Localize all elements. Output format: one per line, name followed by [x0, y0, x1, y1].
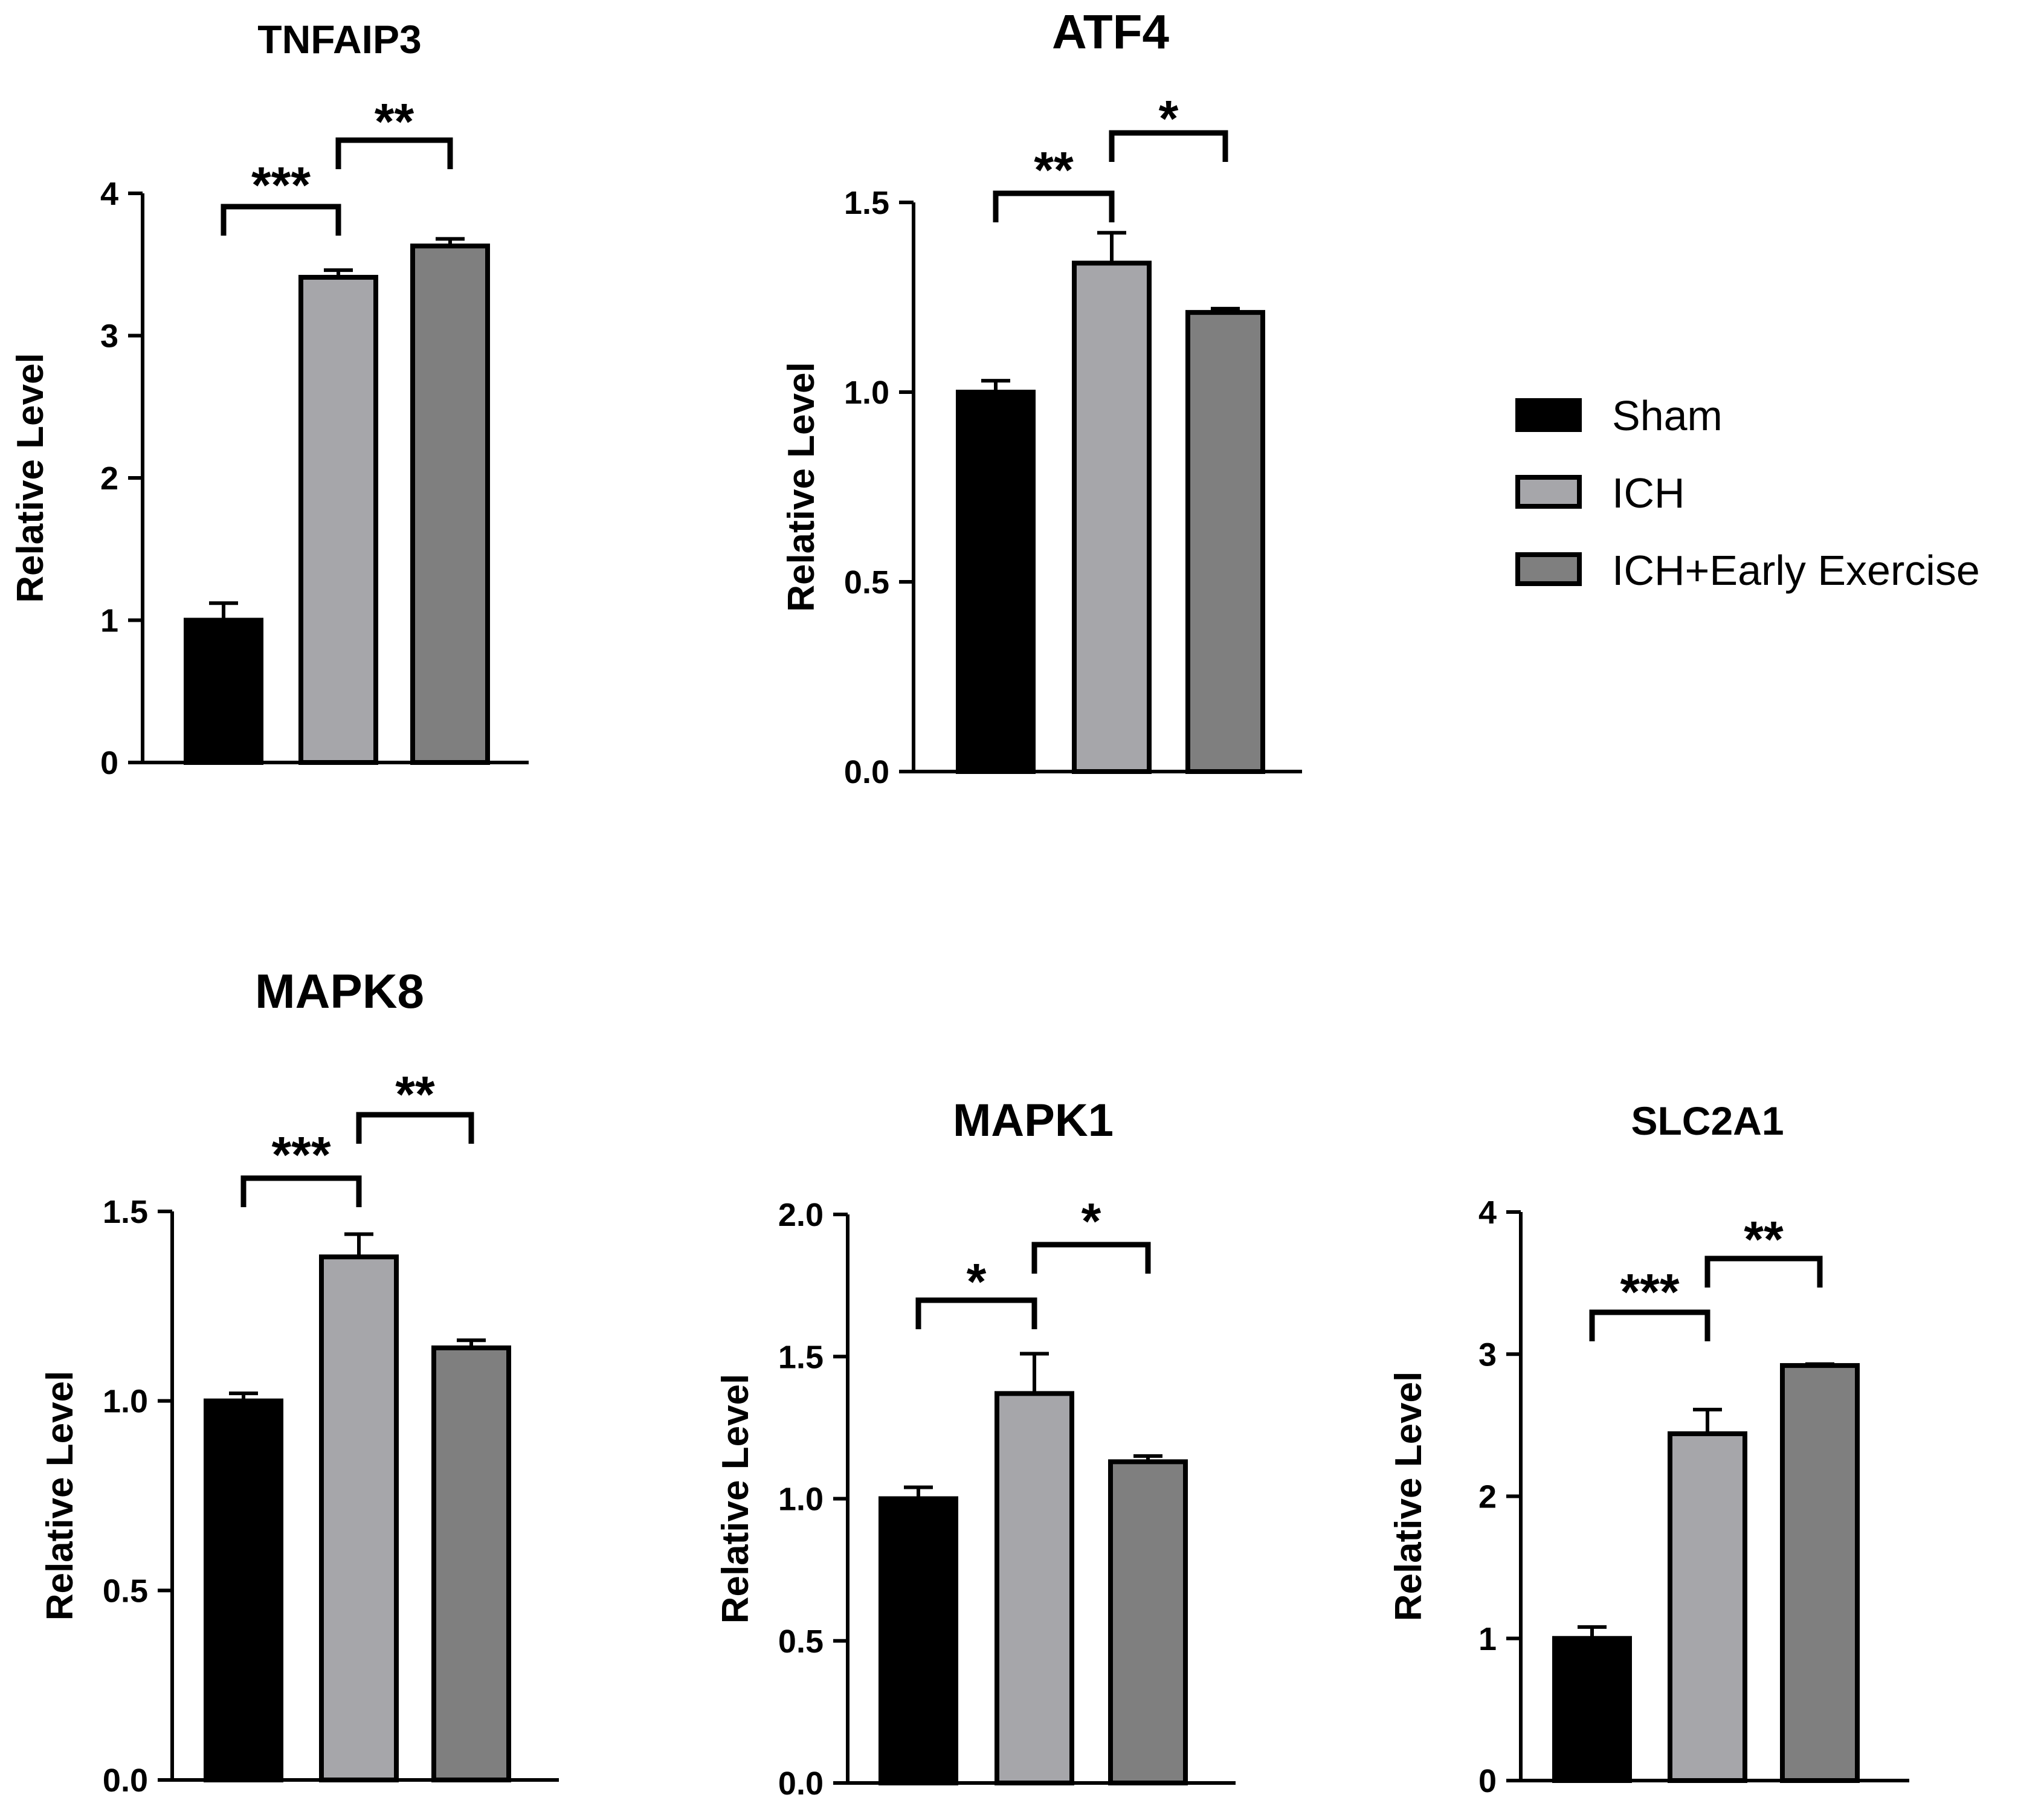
legend-item-ich: ICH: [1515, 469, 1685, 517]
significance-label-mapk1: *: [967, 1253, 987, 1310]
significance-label-atf4: **: [1034, 141, 1074, 198]
significance-bracket-slc2a1: [1589, 1309, 1710, 1341]
chart-title-mapk8: MAPK8: [255, 964, 424, 1018]
significance-label-mapk8: ***: [271, 1126, 330, 1183]
y-axis-label-slc2a1: Relative Level: [1388, 1372, 1430, 1622]
y-tick-label-slc2a1: 2: [1478, 1479, 1497, 1515]
significance-bracket-mapk1: [1031, 1242, 1151, 1274]
significance-label-mapk1: *: [1082, 1193, 1101, 1249]
y-tick-label-tnfaip3: 0: [100, 745, 118, 781]
significance-bracket-mapk8: [356, 1112, 474, 1144]
chart-title-atf4: ATF4: [1052, 5, 1170, 59]
y-tick-label-mapk1: 1.0: [778, 1481, 824, 1518]
y-tick-label-slc2a1: 0: [1478, 1763, 1497, 1799]
y-tick-label-mapk8: 0.0: [103, 1762, 148, 1799]
y-tick-label-slc2a1: 4: [1478, 1194, 1497, 1231]
bar-tnfaip3-ich: [298, 274, 378, 765]
legend-item-ich-early-exercise: ICH+Early Exercise: [1515, 547, 1980, 594]
y-axis-label-mapk8: Relative Level: [39, 1371, 81, 1621]
bar-mapk8-ich: [319, 1254, 399, 1782]
legend-swatch-ich-early-exercise: [1515, 552, 1582, 586]
y-tick-label-atf4: 1.0: [844, 375, 889, 411]
significance-bracket-mapk1: [915, 1297, 1037, 1329]
y-tick-label-mapk8: 1.0: [103, 1384, 148, 1420]
legend-label-sham: Sham: [1612, 392, 1723, 439]
y-tick-label-tnfaip3: 1: [100, 603, 118, 639]
significance-bracket-mapk8: [240, 1175, 362, 1207]
significance-label-tnfaip3: ***: [251, 156, 311, 213]
y-tick-label-mapk8: 0.5: [103, 1573, 148, 1609]
bar-tnfaip3-sham: [184, 617, 263, 765]
y-tick-label-tnfaip3: 2: [100, 460, 118, 497]
significance-bracket-tnfaip3: [335, 137, 453, 169]
significance-bracket-atf4: [1109, 130, 1228, 162]
significance-bracket-tnfaip3: [221, 204, 341, 236]
legend-swatch-ich: [1515, 475, 1582, 509]
y-tick-label-tnfaip3: 4: [100, 176, 118, 212]
y-tick-label-atf4: 1.5: [844, 185, 889, 221]
bar-atf4-ich: [1072, 260, 1152, 775]
significance-bracket-atf4: [993, 190, 1115, 222]
legend-label-ich-early-exercise: ICH+Early Exercise: [1612, 547, 1980, 594]
bar-slc2a1-sham: [1552, 1636, 1632, 1783]
y-tick-label-atf4: 0.5: [844, 564, 889, 601]
significance-label-slc2a1: **: [1744, 1211, 1784, 1268]
bar-slc2a1-ich: [1668, 1431, 1747, 1783]
chart-mapk1: MAPK1 Relative Level 0.0 0.5 1.0 1.5 2.0 * *: [715, 1095, 1236, 1802]
y-tick-label-mapk1: 2.0: [778, 1197, 824, 1233]
bar-atf4-ich-early-exercise: [1185, 310, 1265, 774]
y-axis-label-atf4: Relative Level: [781, 362, 822, 612]
significance-label-tnfaip3: **: [375, 93, 414, 150]
bar-mapk8-ich-early-exercise: [431, 1345, 511, 1783]
bar-mapk1-sham: [879, 1496, 958, 1785]
y-tick-label-slc2a1: 1: [1478, 1621, 1497, 1657]
significance-label-mapk8: **: [395, 1066, 435, 1123]
bar-tnfaip3-ich-early-exercise: [410, 243, 490, 765]
y-tick-label-mapk1: 0.5: [778, 1623, 824, 1660]
legend-swatch-sham: [1515, 398, 1582, 432]
y-axis-label-tnfaip3: Relative Level: [10, 353, 51, 603]
y-tick-label-mapk1: 0.0: [778, 1765, 824, 1802]
bar-slc2a1-ich-early-exercise: [1780, 1363, 1860, 1784]
legend-label-ich: ICH: [1612, 469, 1685, 517]
bar-mapk8-sham: [204, 1398, 283, 1783]
significance-bracket-slc2a1: [1704, 1256, 1823, 1288]
y-tick-label-tnfaip3: 3: [100, 318, 118, 355]
chart-title-slc2a1: SLC2A1: [1631, 1098, 1784, 1143]
legend-item-sham: Sham: [1515, 392, 1723, 439]
significance-label-slc2a1: ***: [1620, 1263, 1679, 1320]
y-tick-label-slc2a1: 3: [1478, 1336, 1497, 1373]
bar-atf4-sham: [956, 390, 1036, 774]
y-tick-label-mapk1: 1.5: [778, 1339, 824, 1375]
chart-title-mapk1: MAPK1: [953, 1095, 1114, 1146]
bar-mapk1-ich-early-exercise: [1108, 1459, 1188, 1785]
y-axis-label-mapk1: Relative Level: [715, 1374, 756, 1624]
bar-mapk1-ich: [995, 1391, 1074, 1786]
y-tick-label-mapk8: 1.5: [103, 1194, 148, 1230]
chart-title-tnfaip3: TNFAIP3: [257, 17, 421, 62]
significance-label-atf4: *: [1159, 90, 1179, 147]
y-tick-label-atf4: 0.0: [844, 754, 889, 790]
legend: Sham ICH ICH+Early Exercise: [1515, 392, 1980, 594]
